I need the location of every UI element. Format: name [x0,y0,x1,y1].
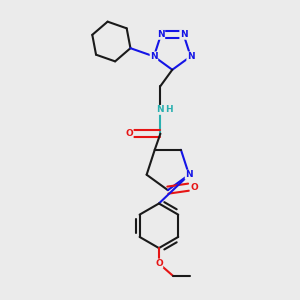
Text: N: N [157,105,164,114]
Text: N: N [157,30,165,39]
Text: N: N [185,170,193,179]
Text: N: N [180,30,188,39]
Text: H: H [165,105,172,114]
Text: O: O [155,259,163,268]
Text: N: N [150,52,158,61]
Text: O: O [190,183,198,192]
Text: O: O [125,129,133,138]
Text: N: N [187,52,194,61]
